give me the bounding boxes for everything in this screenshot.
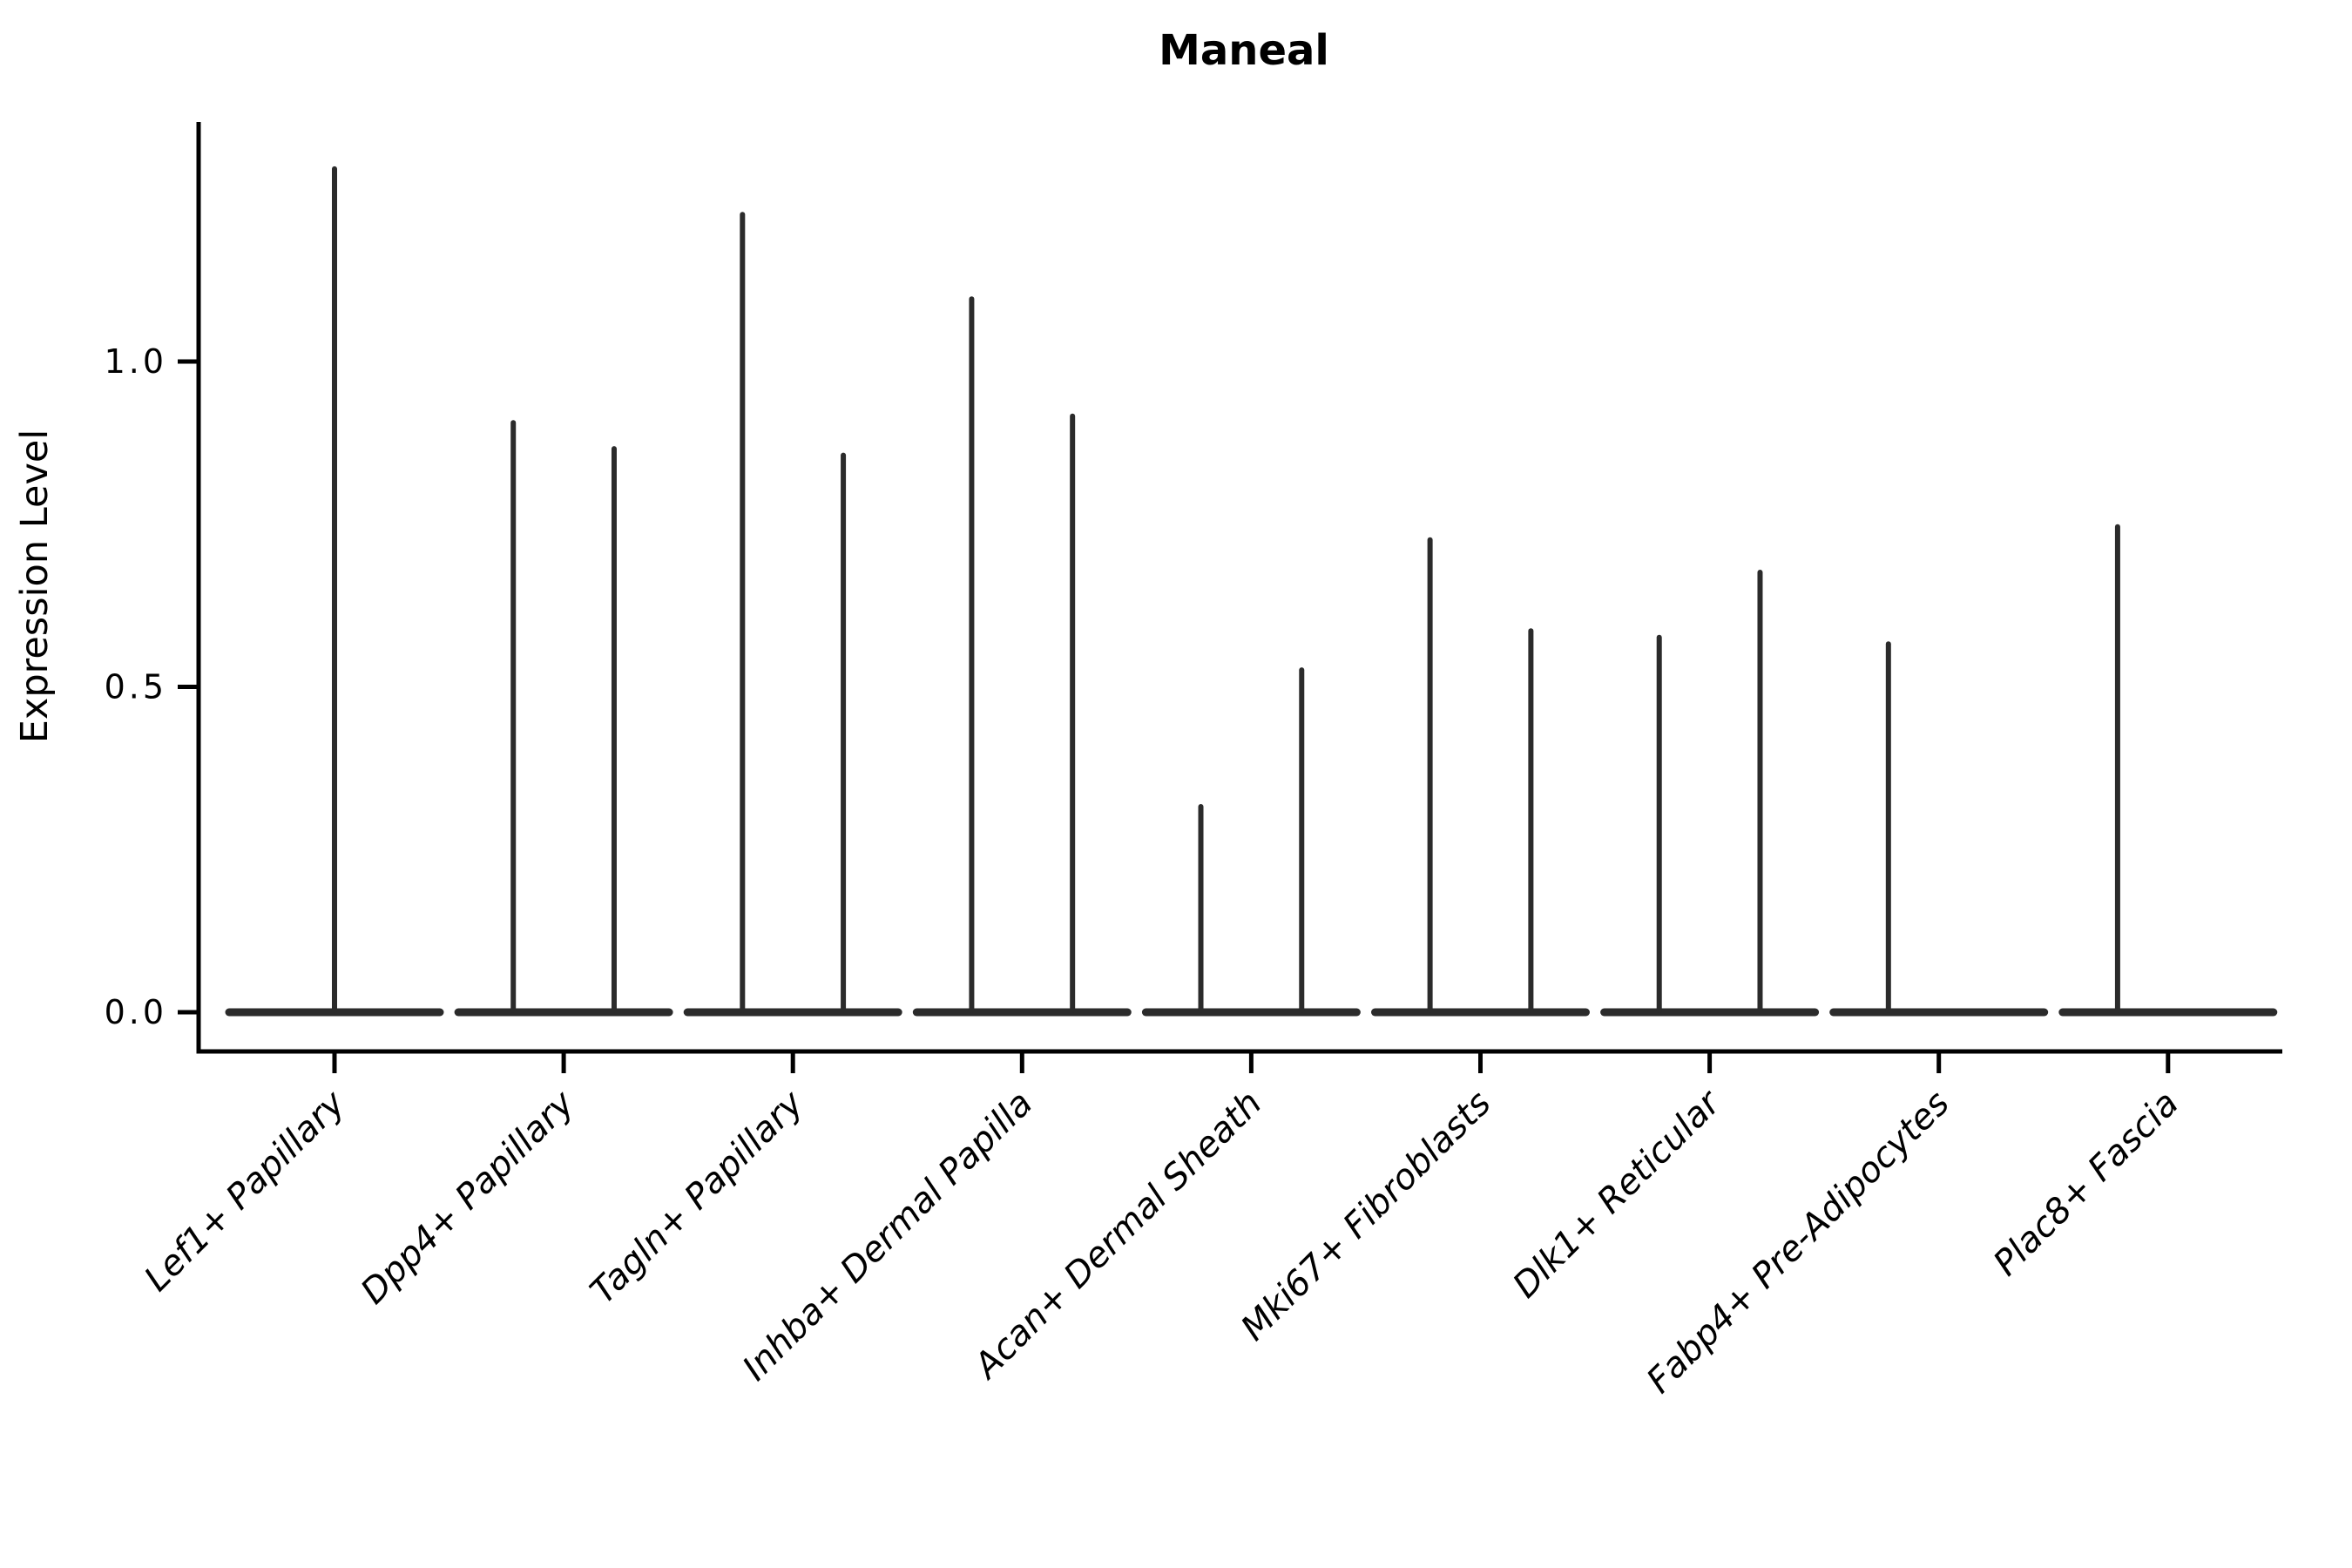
violin-group — [1371, 537, 1590, 1017]
x-tick-label: Dpp4+ Papillary — [354, 1083, 583, 1312]
x-tick-label: Mki67+ Fibroblasts — [1233, 1084, 1499, 1349]
y-axis-label: Expression Level — [13, 429, 57, 744]
violin-group — [225, 166, 444, 1017]
violin-group — [1829, 641, 2049, 1017]
violin-group — [454, 420, 673, 1017]
y-tick-label: 0.0 — [105, 993, 167, 1031]
chart-title: Maneal — [1159, 26, 1329, 75]
violin-group — [1600, 570, 1820, 1017]
x-tick-label: Plac8+ Fascia — [1986, 1084, 2186, 1284]
violins — [225, 166, 2278, 1017]
y-tick-label: 1.0 — [105, 342, 167, 381]
violin-group — [2058, 524, 2278, 1017]
axes — [178, 122, 2282, 1073]
x-tick-label: Dlk1+ Reticular — [1505, 1082, 1729, 1306]
tick-labels: 0.0 0.5 1.0 Lef1+ Papillary Dpp4+ Papillary T… — [105, 342, 2186, 1401]
y-tick-label: 0.5 — [105, 668, 167, 706]
violin-group — [683, 212, 902, 1017]
violin-group — [912, 296, 1132, 1017]
x-tick-label: Tagln+ Papillary — [583, 1083, 812, 1312]
x-tick-label: Lef1+ Papillary — [137, 1083, 354, 1300]
violin-group — [1141, 667, 1361, 1017]
